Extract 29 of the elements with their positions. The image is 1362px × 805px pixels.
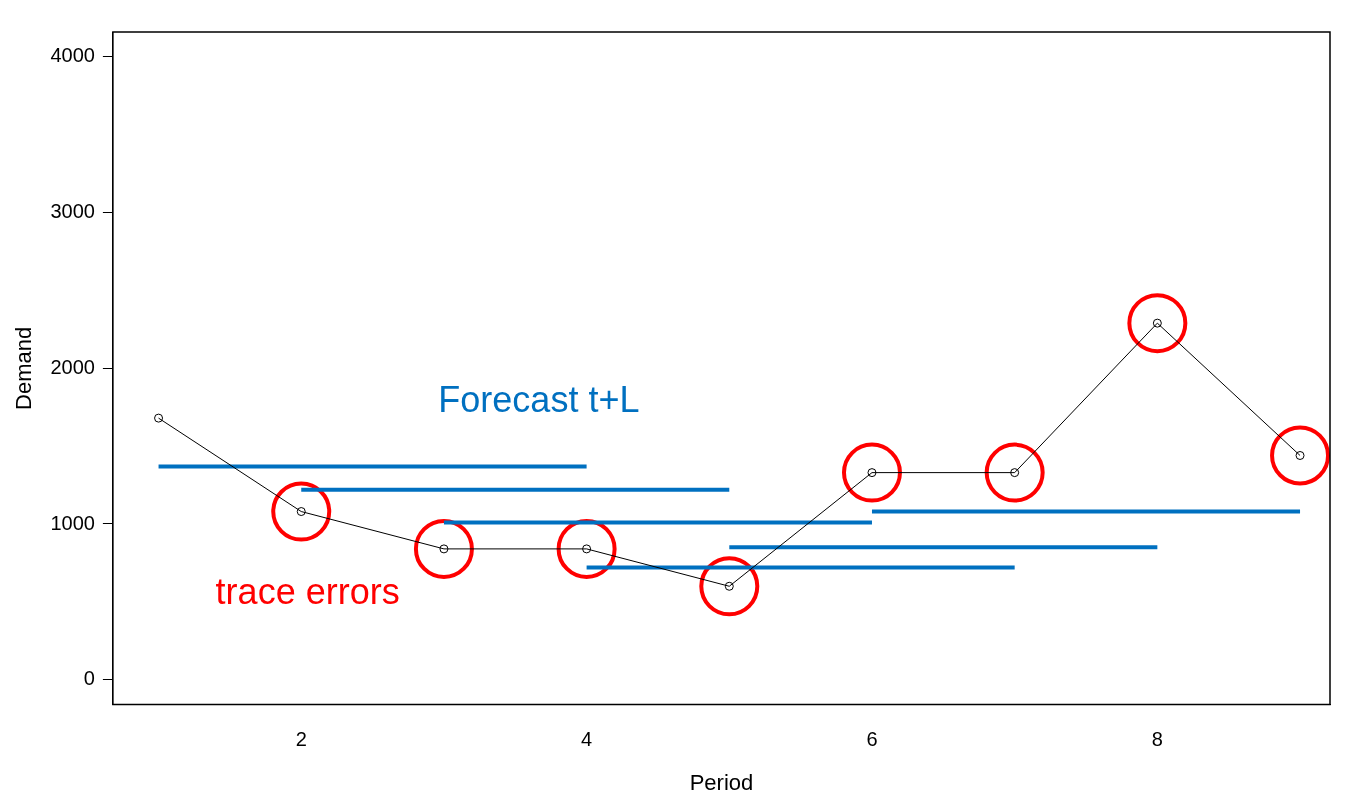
- point: [1010, 468, 1020, 478]
- annotation: trace errors: [215, 570, 400, 612]
- point: [271, 481, 332, 542]
- point: [296, 507, 306, 517]
- point: [439, 544, 449, 554]
- point: [154, 413, 164, 423]
- x-axis-title: Period: [689, 769, 754, 795]
- x-tick-label: 8: [1151, 728, 1163, 751]
- y-tick-label: 2000: [50, 355, 95, 378]
- point: [1127, 293, 1188, 354]
- x-tick-label: 4: [581, 728, 593, 751]
- y-tick-label: 3000: [50, 200, 95, 223]
- point: [1295, 450, 1305, 460]
- y-axis-title: Demand: [11, 326, 37, 410]
- y-tick-label: 0: [83, 667, 95, 690]
- y-tick-label: 1000: [50, 511, 95, 534]
- point: [699, 556, 760, 617]
- annotation: Forecast t+L: [438, 378, 640, 420]
- x-tick-label: 2: [295, 728, 307, 751]
- y-tick-label: 4000: [50, 44, 95, 67]
- point: [724, 581, 734, 591]
- point: [413, 518, 474, 579]
- point: [841, 442, 902, 503]
- x-tick-label: 6: [866, 728, 878, 751]
- point: [984, 442, 1045, 503]
- point: [1152, 318, 1162, 328]
- point: [1270, 425, 1331, 486]
- point: [867, 468, 877, 478]
- point: [582, 544, 592, 554]
